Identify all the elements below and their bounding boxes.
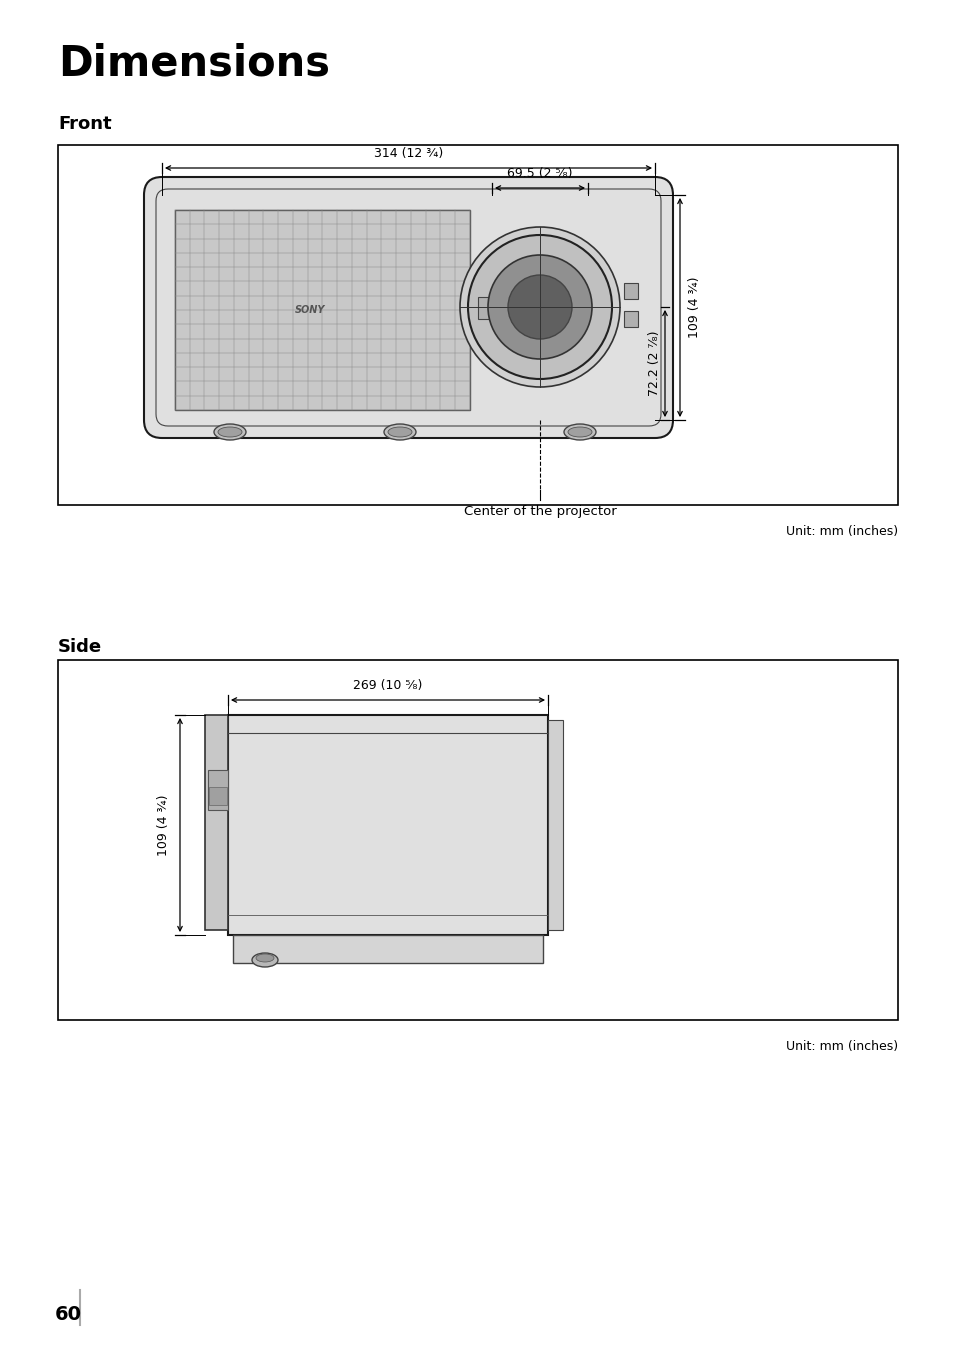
Bar bbox=[228, 715, 547, 936]
Circle shape bbox=[459, 227, 619, 387]
Circle shape bbox=[488, 256, 592, 360]
Text: 72.2 (2 ⁷⁄₈): 72.2 (2 ⁷⁄₈) bbox=[647, 331, 660, 396]
Bar bbox=[58, 660, 897, 1019]
Text: 60: 60 bbox=[55, 1305, 82, 1324]
Text: Dimensions: Dimensions bbox=[58, 42, 330, 84]
Text: 69.5 (2 ⁵⁄₈): 69.5 (2 ⁵⁄₈) bbox=[507, 168, 572, 180]
Ellipse shape bbox=[213, 425, 246, 439]
Ellipse shape bbox=[255, 955, 274, 963]
Bar bbox=[623, 311, 638, 327]
Bar bbox=[623, 283, 638, 299]
Ellipse shape bbox=[218, 427, 242, 437]
Circle shape bbox=[468, 235, 612, 379]
Bar bbox=[205, 715, 228, 930]
Ellipse shape bbox=[563, 425, 596, 439]
Text: SONY: SONY bbox=[294, 306, 325, 315]
Text: Unit: mm (inches): Unit: mm (inches) bbox=[785, 525, 897, 538]
Text: 109 (4 ¾): 109 (4 ¾) bbox=[687, 277, 700, 338]
Ellipse shape bbox=[384, 425, 416, 439]
FancyBboxPatch shape bbox=[144, 177, 672, 438]
Ellipse shape bbox=[388, 427, 412, 437]
Bar bbox=[547, 721, 562, 930]
Circle shape bbox=[507, 274, 572, 339]
Ellipse shape bbox=[252, 953, 277, 967]
Text: Front: Front bbox=[58, 115, 112, 132]
Bar bbox=[233, 936, 542, 963]
Text: 314 (12 ¾): 314 (12 ¾) bbox=[374, 147, 442, 160]
Text: 109 (4 ¾): 109 (4 ¾) bbox=[157, 794, 170, 856]
Text: Unit: mm (inches): Unit: mm (inches) bbox=[785, 1040, 897, 1053]
Bar bbox=[209, 787, 227, 804]
Ellipse shape bbox=[567, 427, 592, 437]
Bar bbox=[58, 145, 897, 506]
Text: Center of the projector: Center of the projector bbox=[463, 506, 616, 518]
Bar bbox=[174, 210, 470, 410]
Text: 269 (10 ⁵⁄₈): 269 (10 ⁵⁄₈) bbox=[353, 679, 422, 692]
Text: Side: Side bbox=[58, 638, 102, 656]
Bar bbox=[477, 297, 492, 319]
Bar bbox=[208, 771, 228, 810]
